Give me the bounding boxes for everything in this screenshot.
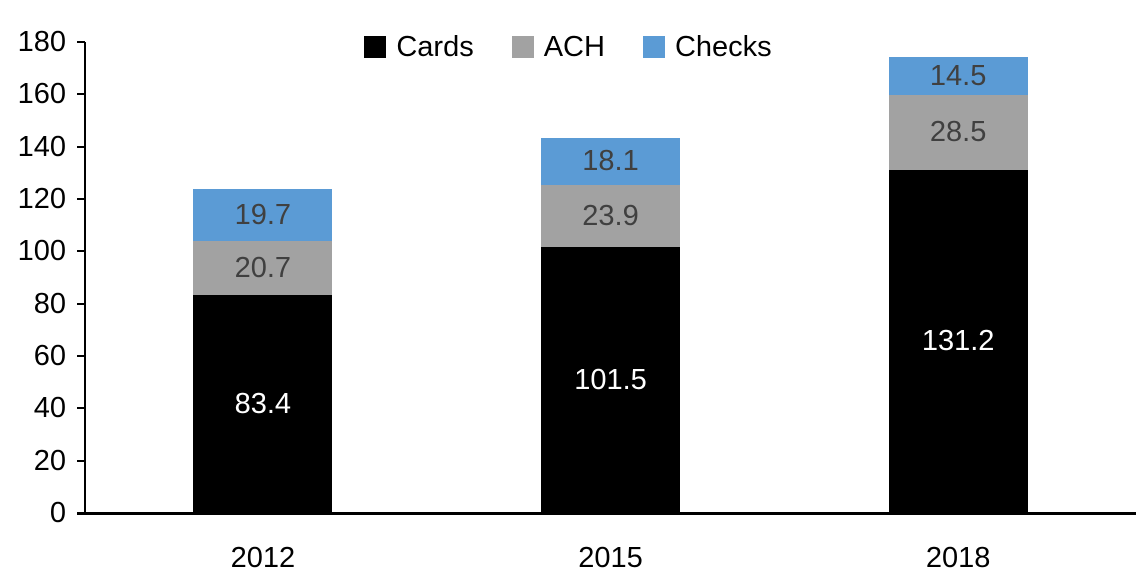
y-axis-tick — [77, 302, 85, 305]
x-axis-tick-label: 2012 — [230, 542, 296, 574]
data-label: 83.4 — [234, 387, 292, 420]
x-axis-tick-label: 2015 — [578, 542, 643, 574]
y-axis-tick — [77, 355, 85, 357]
y-axis-tick — [77, 145, 85, 148]
legend-item-ach: ACH — [511, 31, 605, 63]
bar-segment-ach: 23.9 — [541, 184, 680, 248]
data-label: 20.7 — [234, 251, 292, 284]
legend-label: ACH — [543, 31, 605, 63]
bar-segment-cards: 131.2 — [888, 169, 1028, 513]
y-axis-tick-label: 180 — [17, 26, 66, 58]
y-axis-tick-label: 120 — [17, 183, 66, 215]
legend-label: Cards — [396, 31, 474, 63]
legend-swatch-icon — [511, 36, 534, 58]
chart-legend: Cards ACH Checks — [0, 30, 1136, 64]
data-label: 28.5 — [929, 116, 987, 149]
y-axis-tick-label: 140 — [17, 130, 66, 163]
bar-segment-checks: 14.5 — [888, 57, 1028, 96]
y-axis-tick — [77, 93, 85, 96]
legend-swatch-icon — [642, 36, 665, 58]
x-axis-tick-label: 2018 — [925, 542, 991, 574]
y-axis-tick — [77, 512, 85, 514]
y-axis-tick — [77, 459, 85, 462]
legend-swatch-icon — [364, 36, 387, 58]
y-axis-tick-label: 60 — [33, 340, 66, 372]
bar-segment-checks: 18.1 — [541, 137, 680, 185]
data-label: 14.5 — [929, 60, 987, 93]
data-label: 131.2 — [921, 325, 995, 358]
y-axis-tick-label: 20 — [33, 444, 66, 477]
y-axis-line — [84, 42, 86, 513]
data-label: 19.7 — [234, 198, 292, 231]
bar-segment-cards: 83.4 — [193, 294, 333, 513]
data-label: 23.9 — [582, 200, 639, 233]
x-axis-line — [77, 512, 1136, 515]
legend-item-cards: Cards — [364, 31, 474, 63]
bar-segment-ach: 20.7 — [193, 240, 333, 295]
bar-segment-cards: 101.5 — [541, 247, 680, 513]
y-axis-tick-label: 100 — [17, 235, 66, 268]
y-axis-tick-label: 160 — [17, 78, 66, 111]
y-axis-tick — [77, 250, 85, 253]
legend-label: Checks — [674, 31, 772, 63]
y-axis-tick — [77, 41, 85, 43]
y-axis-tick — [77, 407, 85, 410]
y-axis-tick — [77, 198, 85, 200]
y-axis-tick-label: 0 — [49, 497, 66, 529]
bar-segment-ach: 28.5 — [888, 95, 1028, 170]
data-label: 18.1 — [582, 145, 639, 178]
data-label: 101.5 — [574, 364, 647, 397]
legend-item-checks: Checks — [642, 31, 772, 63]
bar-segment-checks: 19.7 — [193, 189, 333, 241]
y-axis-tick-label: 80 — [33, 287, 66, 320]
y-axis-tick-label: 40 — [33, 392, 66, 425]
